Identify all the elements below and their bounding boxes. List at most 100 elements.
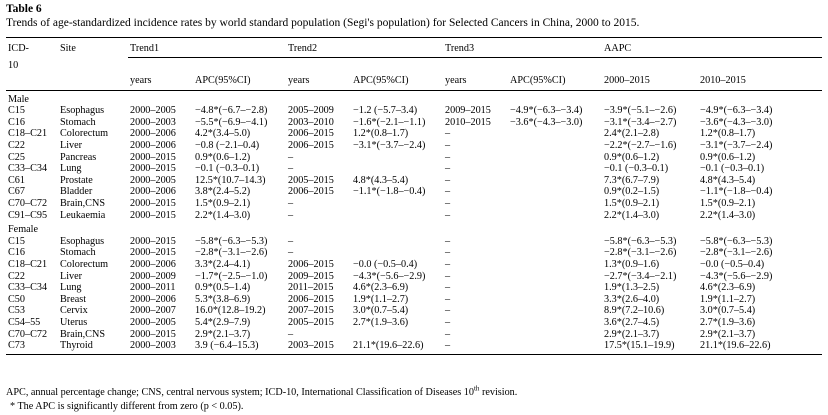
cell-trend3-years: – xyxy=(445,305,451,317)
table-row: C33–C34 Lung 2000–2011 0.9*(0.5–1.4) 2011–20… xyxy=(6,282,822,294)
header-icd: ICD- xyxy=(6,37,58,58)
cell-site: Brain,CNS xyxy=(60,328,105,340)
cell-trend3-apc xyxy=(508,294,602,306)
cell-trend2-years: – xyxy=(288,247,294,259)
cell-trend1-years: 2000–2005 xyxy=(130,174,176,186)
cell-icd-code: C73 xyxy=(6,340,58,355)
cell-trend3-apc xyxy=(508,163,602,175)
cell-trend3-apc xyxy=(508,198,602,210)
cell-trend3-apc: −3.6*(−4.3–−3.0) xyxy=(510,116,583,128)
cell-trend1-apc: 12.5*(10.7–14.3) xyxy=(195,174,266,186)
cell-trend3-apc xyxy=(508,305,602,317)
cell-icd-code: C18–C21 xyxy=(8,259,48,270)
header-aapc-period-1: 2000–2015 xyxy=(602,73,698,91)
header-trend1: Trend1 xyxy=(128,37,286,58)
cell-trend1-apc: −0.1 (−0.3–0.1) xyxy=(195,163,260,175)
cell-trend1-apc: 5.4*(2.9–7.9) xyxy=(195,316,251,328)
table-row: C54–55 Uterus 2000–2005 5.4*(2.9–7.9) 2005–2… xyxy=(6,317,822,329)
cell-trend2-years: – xyxy=(288,151,294,163)
cell-trend3-years: – xyxy=(445,235,451,247)
cell-icd-code: C67 xyxy=(8,186,25,198)
cell-icd-code: C22 xyxy=(8,140,25,152)
cell-trend2-apc xyxy=(351,198,443,210)
footnote-abbreviations-text: APC, annual percentage change; CNS, cent… xyxy=(6,387,474,398)
cell-aapc-2000-2015: 8.9*(7.2–10.6) xyxy=(604,305,665,317)
cell-trend3-years: – xyxy=(445,186,451,198)
group-label: Female xyxy=(8,224,38,236)
cell-trend3-years: – xyxy=(445,163,451,175)
cell-trend2-years: 2009–2015 xyxy=(288,270,334,282)
footnote-abbreviations: APC, annual percentage change; CNS, cent… xyxy=(6,385,517,398)
cell-trend1-apc: 16.0*(12.8–19.2) xyxy=(195,305,266,317)
cell-aapc-2000-2015: 17.5*(15.1–19.9) xyxy=(602,340,698,355)
header-years-1: years xyxy=(128,73,193,91)
cell-trend3-apc xyxy=(508,329,602,341)
cell-trend1-apc: −2.8*(−3.1–−2.6) xyxy=(195,247,268,259)
cell-trend2-apc xyxy=(351,247,443,259)
cell-trend3-apc xyxy=(508,175,602,187)
cell-trend3-years: – xyxy=(445,282,451,294)
cell-trend2-apc: −3.1*(−3.7–−2.4) xyxy=(353,140,426,152)
cell-trend1-years: 2000–2003 xyxy=(128,340,193,355)
table-row: C70–C72 Brain,CNS 2000–2015 2.9*(2.1–3.7) – –… xyxy=(6,329,822,341)
table-row: C67 Bladder 2000–2006 3.8*(2.4–5.2) 2006–201… xyxy=(6,186,822,198)
cell-aapc-2010-2015: 0.9*(0.6–1.2) xyxy=(700,151,756,163)
header-icd-10: 10 xyxy=(8,59,19,71)
table-row: C16 Stomach 2000–2003 −5.5*(−6.9–−4.1) 2003–… xyxy=(6,117,822,129)
cell-site: Breast xyxy=(60,293,87,305)
cell-icd-code: C54–55 xyxy=(8,316,41,328)
cell-aapc-2010-2015: −3.6*(−4.3–−3.0) xyxy=(700,116,773,128)
cell-trend1-apc: 3.3*(2.4–4.1) xyxy=(195,259,251,270)
cell-trend1-apc: 2.2*(1.4–3.0) xyxy=(195,209,251,221)
cell-trend1-years: 2000–2006 xyxy=(130,186,176,198)
cell-trend2-years: 2003–2010 xyxy=(288,116,334,128)
cell-trend2-apc xyxy=(351,163,443,175)
cell-trend1-apc: 2.9*(2.1–3.7) xyxy=(195,328,251,340)
cell-site: Colorectum xyxy=(60,259,109,270)
header-trend2: Trend2 xyxy=(286,37,443,58)
cell-trend1-apc: −5.8*(−6.3–−5.3) xyxy=(195,235,268,247)
cell-site: Bladder xyxy=(60,186,93,198)
table-row: C25 Pancreas 2000–2015 0.9*(0.6–1.2) – – 0.9*(… xyxy=(6,152,822,164)
cell-aapc-2010-2015: −0.0 (−0.5–0.4) xyxy=(700,259,765,270)
cell-aapc-2000-2015: 0.9*(0.6–1.2) xyxy=(604,151,660,163)
cell-trend2-apc: −1.6*(−2.1–−1.1) xyxy=(353,116,426,128)
cell-trend3-years: – xyxy=(445,209,451,221)
cell-trend1-years: 2000–2015 xyxy=(130,328,176,340)
cell-trend1-apc: 0.9*(0.6–1.2) xyxy=(195,151,251,163)
cell-site: Leukaemia xyxy=(60,209,106,221)
table-row: C50 Breast 2000–2006 5.3*(3.8–6.9) 2006–2015… xyxy=(6,294,822,306)
cell-aapc-2000-2015: 7.3*(6.7–7.9) xyxy=(604,174,660,186)
cell-trend2-apc: 21.1*(19.6–22.6) xyxy=(351,340,443,355)
cell-site: Liver xyxy=(60,140,83,152)
cell-trend2-apc: 4.8*(4.3–5.4) xyxy=(353,174,409,186)
cell-icd-code: C53 xyxy=(8,305,25,317)
cell-aapc-2000-2015: 2.2*(1.4–3.0) xyxy=(604,209,660,221)
cell-aapc-2010-2015: 2.2*(1.4–3.0) xyxy=(700,209,756,221)
cell-aapc-2000-2015: −2.2*(−2.7–−1.6) xyxy=(604,140,677,152)
cell-trend2-apc: 2.7*(1.9–3.6) xyxy=(353,316,409,328)
cell-trend3-years: 2010–2015 xyxy=(445,116,491,128)
cell-trend3-apc xyxy=(508,317,602,329)
cell-trend2-years: – xyxy=(288,235,294,247)
cell-trend2-apc: 3.0*(0.7–5.4) xyxy=(353,305,409,317)
cell-aapc-2010-2015: −1.1*(−1.8–−0.4) xyxy=(700,186,773,198)
cell-trend2-years: 2006–2015 xyxy=(288,140,334,152)
cell-trend3-apc xyxy=(508,128,602,140)
cell-site: Liver xyxy=(60,270,83,282)
cell-trend1-apc: 3.9 (−6.4–15.3) xyxy=(193,340,286,355)
cell-site: Pancreas xyxy=(60,151,97,163)
cell-aapc-2000-2015: 1.9*(1.3–2.5) xyxy=(604,282,660,294)
cell-trend3-years: – xyxy=(445,270,451,282)
cell-aapc-2010-2015: 21.1*(19.6–22.6) xyxy=(698,340,822,355)
header-row-1: ICD- Site Trend1 Trend2 Trend3 AAPC xyxy=(6,37,822,58)
cell-aapc-2010-2015: 1.9*(1.1–2.7) xyxy=(700,293,756,305)
group-row: Female xyxy=(6,221,822,236)
cell-site: Cervix xyxy=(60,305,88,317)
data-table: ICD- Site Trend1 Trend2 Trend3 AAPC 10 y… xyxy=(6,37,822,355)
cell-icd-code: C16 xyxy=(8,247,25,259)
cell-trend2-apc: 1.9*(1.1–2.7) xyxy=(353,293,409,305)
cell-site: Colorectum xyxy=(60,128,109,140)
group-label: Male xyxy=(8,93,29,105)
